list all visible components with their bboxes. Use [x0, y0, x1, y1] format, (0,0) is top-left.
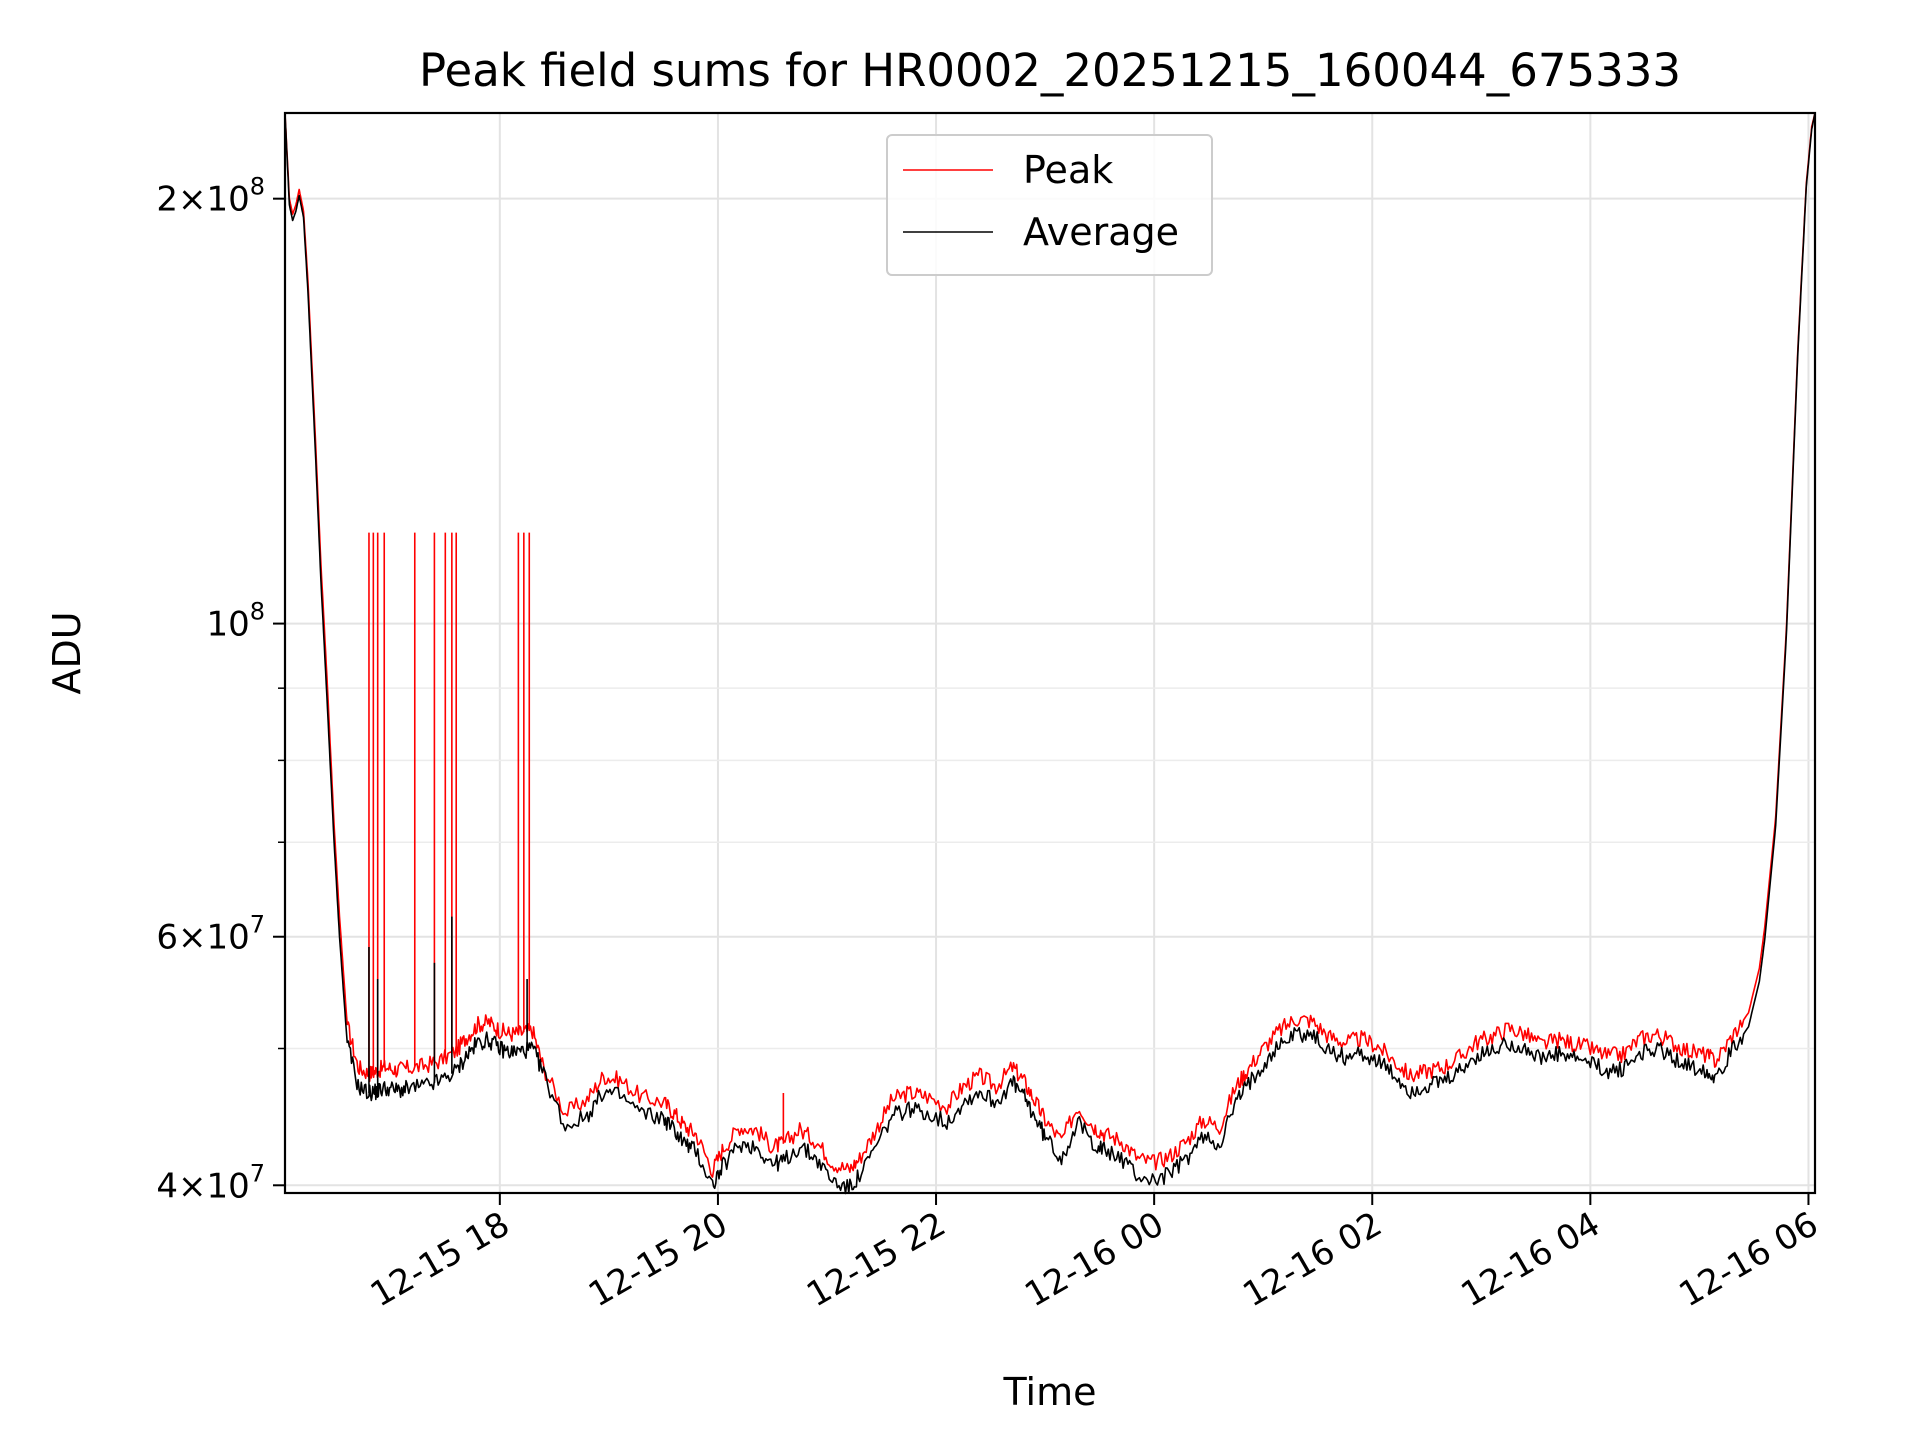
- y-tick-times-sign: ×10: [178, 918, 250, 958]
- chart-title: Peak field sums for HR0002_20251215_1600…: [419, 44, 1681, 97]
- legend-peak-label: Peak: [1023, 148, 1113, 192]
- series-average: [284, 112, 1816, 1195]
- average-line: [284, 112, 1816, 1195]
- y-tick-mantissa: 4: [156, 1166, 178, 1206]
- x-axis-label: Time: [1003, 1370, 1097, 1414]
- legend: Peak Average: [886, 134, 1213, 276]
- y-tick-label: 2×108: [156, 173, 265, 220]
- plot-frame: [283, 111, 1817, 1195]
- y-tick-times-sign: ×10: [178, 1166, 250, 1206]
- y-tick-exponent: 7: [250, 1159, 265, 1187]
- y-tick-label: 108: [206, 598, 265, 645]
- y-tick-times-sign: ×10: [178, 180, 250, 220]
- peak-line: [284, 112, 1816, 1178]
- y-tick-exponent: 8: [250, 598, 265, 626]
- y-tick-exponent: 7: [250, 911, 265, 939]
- y-tick-base: 10: [206, 605, 249, 645]
- y-tick-mantissa: 2: [156, 180, 178, 220]
- series-layer: [284, 112, 1816, 1195]
- legend-average-label: Average: [1023, 210, 1179, 254]
- y-tick-exponent: 8: [250, 173, 265, 201]
- y-axis-label: ADU: [45, 611, 89, 694]
- y-tick-label: 6×107: [156, 911, 265, 958]
- y-tick-label: 4×107: [156, 1159, 265, 1206]
- y-tick-mantissa: 6: [156, 918, 178, 958]
